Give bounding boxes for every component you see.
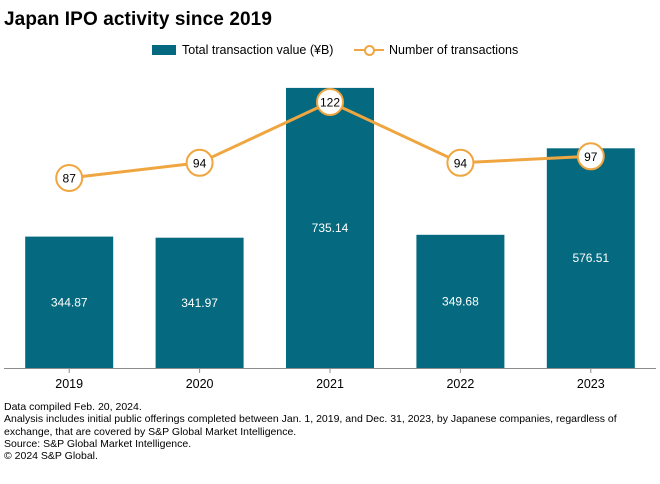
x-tick-label-2021: 2021 — [316, 377, 344, 391]
transactions-label-2020: 94 — [193, 156, 207, 170]
legend-bar-swatch — [152, 45, 176, 55]
footnotes: Data compiled Feb. 20, 2024. Analysis in… — [4, 401, 654, 462]
legend-line-marker — [364, 45, 375, 56]
transactions-label-2019: 87 — [63, 172, 77, 186]
bar-value-label-2020: 341.97 — [181, 296, 218, 310]
legend-item-transaction-value: Total transaction value (¥B) — [152, 43, 333, 57]
bar-value-label-2022: 349.68 — [442, 294, 479, 308]
bar-value-label-2021: 735.14 — [312, 221, 349, 235]
transactions-marker-2023 — [576, 142, 605, 171]
transactions-marker-2021 — [316, 88, 344, 116]
footnote-source: Source: S&P Global Market Intelligence. — [4, 437, 192, 450]
x-tick-label-2020: 2020 — [186, 377, 214, 391]
footnote-copyright: © 2024 S&P Global. — [4, 450, 98, 463]
bar-2020 — [155, 237, 244, 368]
combo-chart: 344.87 341.97 735.14 349.68 576.51 2019 2020 20… — [4, 87, 656, 391]
legend-label-transaction-value: Total transaction value (¥B) — [182, 43, 334, 57]
legend-label-number-of-transactions: Number of transactions — [389, 43, 519, 57]
transactions-marker-2020 — [185, 148, 214, 177]
bar-2021 — [286, 87, 374, 369]
legend-item-number-of-transactions: Number of transactions — [354, 43, 518, 57]
x-tick-label-2019: 2019 — [55, 377, 83, 391]
bar-value-label-2019: 344.87 — [51, 295, 88, 309]
x-tick-label-2022: 2022 — [446, 377, 474, 391]
bar-2023 — [546, 148, 635, 368]
bar-2019 — [25, 236, 114, 368]
transactions-label-2021: 122 — [320, 96, 340, 110]
legend: Total transaction value (¥B) Number of t… — [0, 41, 660, 61]
footnote-analysis: Analysis includes initial public offerin… — [4, 413, 617, 438]
transactions-marker-2022 — [446, 148, 475, 177]
chart-title: Japan IPO activity since 2019 — [4, 9, 272, 30]
x-tick-label-2023: 2023 — [577, 377, 605, 391]
transactions-marker-2019 — [55, 164, 84, 192]
transactions-label-2022: 94 — [454, 156, 468, 170]
legend-line-swatch — [354, 44, 384, 56]
bar-value-label-2023: 576.51 — [572, 251, 609, 265]
footnote-compiled: Data compiled Feb. 20, 2024. — [4, 401, 142, 413]
transactions-label-2023: 97 — [584, 150, 598, 164]
bar-2022 — [416, 234, 505, 368]
